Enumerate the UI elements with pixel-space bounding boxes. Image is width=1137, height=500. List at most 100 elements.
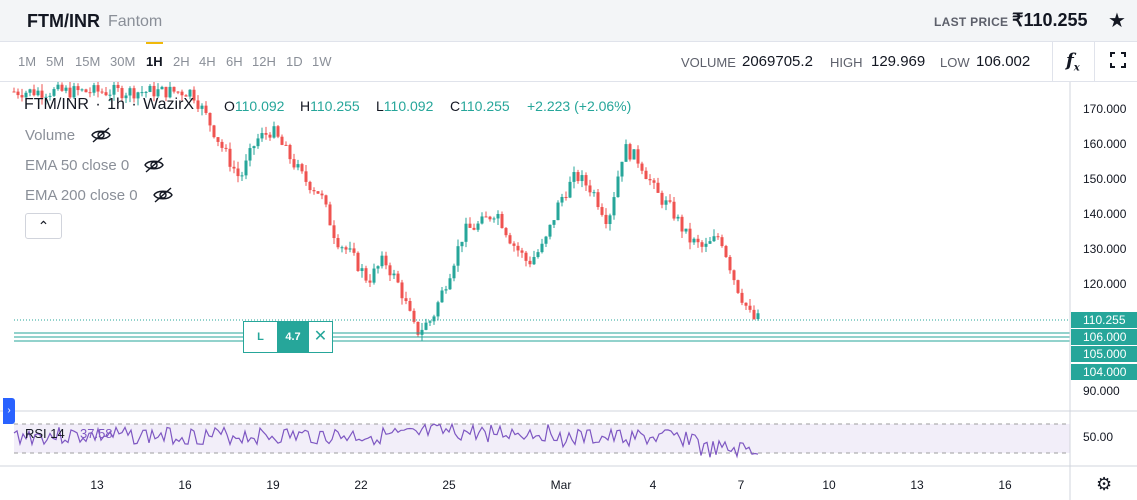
low-label: LOW — [940, 55, 970, 70]
candle-body — [144, 91, 148, 93]
candle-body — [464, 223, 468, 242]
candle-body — [236, 168, 240, 177]
candle-body — [680, 216, 684, 232]
candle-body — [92, 85, 96, 93]
candle-body — [184, 95, 188, 97]
candle-body — [16, 91, 20, 96]
candle-body — [88, 92, 92, 94]
candle-body — [712, 236, 716, 242]
candle-body — [264, 133, 268, 135]
legend-interval: 1h — [107, 96, 125, 113]
timeframe-1w[interactable]: 1W — [312, 54, 332, 69]
time-tick-label: Mar — [551, 478, 572, 492]
candle-body — [112, 84, 116, 95]
volume-value: 2069705.2 — [742, 53, 813, 70]
indicator-ema-50[interactable]: EMA 50 close 0 — [25, 157, 130, 174]
collapse-legend-button[interactable]: ⌃ — [25, 213, 62, 239]
candle-body — [348, 248, 352, 250]
candle-body — [496, 213, 500, 219]
price-label: 104.000 — [1083, 365, 1127, 379]
candle-body — [756, 313, 760, 319]
candle-body — [176, 91, 180, 93]
candle-body — [684, 228, 688, 232]
candle-body — [552, 220, 556, 225]
candle-body — [216, 137, 220, 142]
high-label: HIGH — [830, 55, 863, 70]
candle-body — [572, 172, 576, 182]
candle-body — [588, 185, 592, 193]
candle-body — [352, 248, 356, 253]
legend-exchange: WazirX — [143, 96, 195, 113]
timeframe-15m[interactable]: 15M — [75, 54, 101, 69]
volume-label: VOLUME — [681, 55, 736, 70]
candle-body — [428, 321, 432, 323]
open-value: 110.092 — [234, 98, 285, 114]
price-chart[interactable]: 170.000 160.000 150.000 140.000 130.000 120.0… — [0, 82, 1137, 500]
timeframe-5m[interactable]: 5M — [46, 54, 65, 69]
candle-body — [104, 92, 108, 96]
candle-body — [480, 216, 484, 224]
candle-body — [412, 310, 416, 322]
hidden-eye-icon[interactable] — [152, 186, 174, 204]
timeframe-1m[interactable]: 1M — [18, 54, 37, 69]
price-label-bg — [1071, 364, 1137, 380]
candle-body — [524, 252, 528, 261]
candle-body — [540, 243, 544, 253]
candle-body — [472, 227, 476, 230]
open-label: O — [224, 98, 235, 114]
time-tick-label: 19 — [266, 478, 280, 492]
last-price-label: LAST PRICE — [934, 15, 1009, 29]
candle-body — [300, 164, 304, 172]
candle-body — [492, 218, 496, 220]
candle-body — [488, 216, 492, 220]
legend-sep: · — [95, 96, 106, 113]
rsi-tick-label: 50.00 — [1083, 430, 1113, 444]
chart-legend: FTM/INR · 1h · WazirX — [24, 96, 196, 114]
candle-body — [120, 88, 124, 99]
timeframe-2h[interactable]: 2H — [173, 54, 190, 69]
toolbar-divider — [1094, 42, 1095, 82]
candle-body — [636, 149, 640, 164]
timeframe-4h[interactable]: 4H — [199, 54, 216, 69]
candle-body — [288, 145, 292, 160]
candle-body — [224, 147, 228, 149]
candle-body — [660, 192, 664, 205]
settings-gear-icon[interactable]: ⚙ — [1096, 474, 1113, 494]
candle-body — [52, 89, 56, 96]
candle-body — [196, 100, 200, 109]
timeframe-6h[interactable]: 6H — [226, 54, 243, 69]
timeframe-1h[interactable]: 1H — [146, 42, 163, 69]
candle-body — [40, 90, 44, 98]
timeframe-12h[interactable]: 12H — [252, 54, 276, 69]
candle-body — [116, 84, 120, 89]
timeframe-30m[interactable]: 30M — [110, 54, 136, 69]
candle-body — [212, 125, 216, 138]
hidden-eye-icon[interactable] — [90, 126, 112, 144]
candle-body — [72, 86, 76, 98]
timeframe-1d[interactable]: 1D — [286, 54, 303, 69]
candle-body — [556, 202, 560, 221]
price-tick-label: 160.000 — [1083, 137, 1127, 151]
candle-body — [500, 213, 504, 229]
candlestick-series — [12, 82, 760, 341]
candle-body — [324, 195, 328, 205]
candle-body — [124, 95, 128, 99]
price-label: 106.000 — [1083, 330, 1127, 344]
favorite-star-icon[interactable]: ★ — [1108, 10, 1126, 32]
candle-body — [356, 252, 360, 271]
fullscreen-icon[interactable] — [1108, 50, 1128, 70]
candle-body — [192, 89, 196, 101]
candle-body — [648, 179, 652, 181]
candle-body — [160, 86, 164, 90]
ohlc-low: L110.092 — [376, 98, 433, 114]
time-tick-label: 16 — [998, 478, 1012, 492]
hidden-eye-icon[interactable] — [143, 156, 165, 174]
indicators-fx-icon[interactable]: fx — [1066, 50, 1080, 74]
candle-body — [384, 255, 388, 266]
indicator-ema-200[interactable]: EMA 200 close 0 — [25, 187, 138, 204]
position-marker[interactable]: L 4.7 ✕ — [243, 321, 333, 353]
indicator-volume[interactable]: Volume — [25, 127, 76, 144]
candle-body — [752, 309, 756, 319]
close-position-icon[interactable]: ✕ — [313, 328, 328, 345]
expand-sidebar-icon[interactable]: › — [3, 398, 15, 424]
